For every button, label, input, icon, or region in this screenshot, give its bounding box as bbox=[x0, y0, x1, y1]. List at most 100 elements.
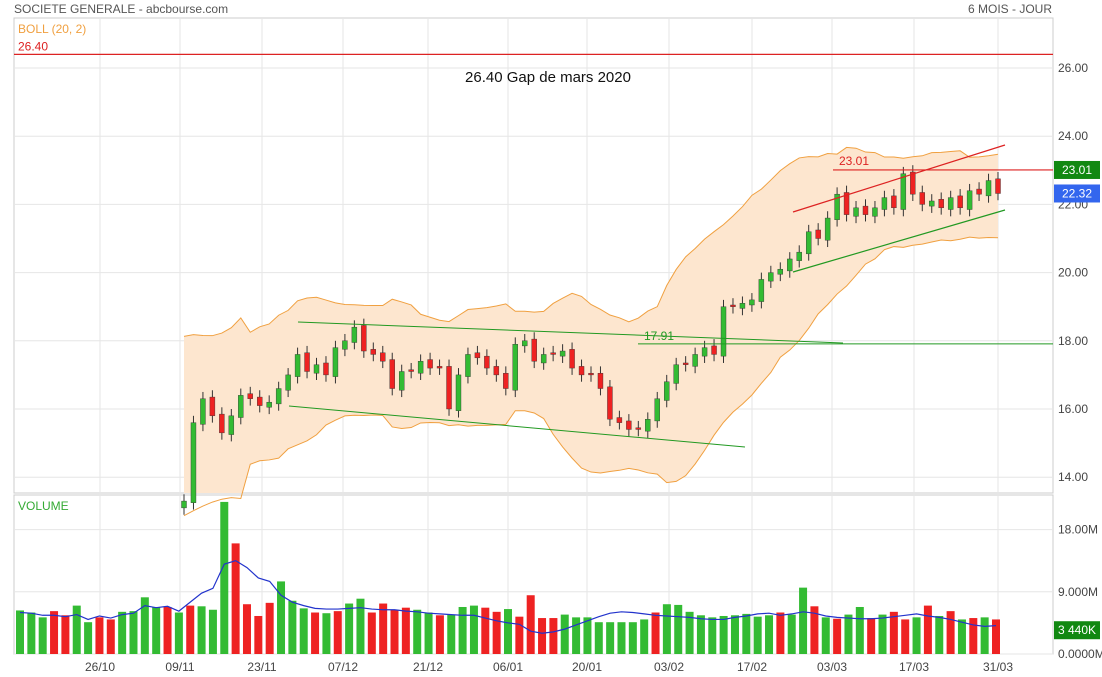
rising-support-line bbox=[792, 209, 1006, 273]
candle-up bbox=[929, 200, 935, 207]
candle-up bbox=[985, 180, 992, 197]
candle-up bbox=[522, 340, 528, 347]
candle-down bbox=[427, 359, 433, 369]
volume-bar-down bbox=[435, 615, 444, 654]
candle-down bbox=[588, 372, 594, 376]
volume-bar-up bbox=[424, 612, 433, 654]
volume-bar-down bbox=[492, 611, 501, 654]
volume-bar-up bbox=[912, 617, 921, 654]
candle-up bbox=[805, 231, 812, 255]
volume-bar-up bbox=[787, 614, 796, 654]
candle-up bbox=[190, 422, 197, 503]
candle-up bbox=[238, 395, 244, 418]
candle-down bbox=[219, 413, 225, 434]
volume-bar-up bbox=[935, 615, 944, 654]
volume-bar-up bbox=[765, 615, 774, 654]
volume-bar-down bbox=[867, 618, 876, 654]
candle-up bbox=[275, 388, 282, 405]
volume-bar-down bbox=[515, 616, 524, 654]
volume-label: VOLUME bbox=[18, 499, 69, 513]
candle-down bbox=[323, 362, 329, 376]
candle-up bbox=[720, 306, 727, 357]
support-label: 17.91 bbox=[644, 329, 674, 343]
volume-bar-down bbox=[390, 609, 399, 654]
volume-bar-down bbox=[889, 611, 898, 654]
candle-up bbox=[645, 419, 651, 432]
candle-up bbox=[853, 207, 859, 217]
volume-bar-down bbox=[651, 612, 660, 654]
candle-up bbox=[342, 340, 348, 350]
last-price-badge bbox=[1054, 184, 1100, 203]
volume-bar-up bbox=[583, 617, 592, 654]
price-tick-label: 20.00 bbox=[1058, 266, 1088, 280]
volume-bar-down bbox=[992, 619, 1000, 654]
volume-bar-down bbox=[333, 611, 342, 654]
candle-up bbox=[417, 361, 424, 374]
candle-down bbox=[209, 396, 216, 417]
volume-bar-up bbox=[799, 587, 808, 654]
resistance-badge bbox=[1054, 160, 1100, 179]
channel-upper-line bbox=[297, 321, 844, 344]
candle-down bbox=[361, 325, 367, 352]
date-tick-label: 20/01 bbox=[572, 660, 602, 674]
volume-bar-down bbox=[969, 618, 978, 654]
date-tick-label: 03/03 bbox=[817, 660, 847, 674]
candle-up bbox=[266, 401, 272, 408]
volume-bar-down bbox=[186, 605, 195, 654]
volume-bar-up bbox=[560, 614, 569, 654]
candle-down bbox=[474, 352, 481, 359]
volume-bar-down bbox=[481, 607, 490, 654]
candle-down bbox=[436, 366, 443, 369]
candle-up bbox=[749, 299, 755, 306]
candle-down bbox=[938, 199, 944, 209]
volume-bar-up bbox=[84, 622, 93, 654]
volume-bar-down bbox=[549, 618, 558, 654]
volume-bar-down bbox=[106, 619, 115, 654]
volume-bar-up bbox=[72, 605, 81, 654]
candle-up bbox=[664, 381, 670, 401]
boll-label: BOLL (20, 2) bbox=[18, 22, 86, 36]
volume-bar-down bbox=[50, 611, 59, 654]
price-tick-label: 26.00 bbox=[1058, 61, 1088, 75]
price-panel-frame bbox=[13, 17, 1054, 494]
volume-bar-down bbox=[95, 617, 104, 654]
volume-bar-up bbox=[345, 603, 354, 654]
candle-up bbox=[465, 354, 471, 377]
candle-down bbox=[891, 195, 897, 209]
volume-bar-up bbox=[844, 614, 853, 654]
volume-bar-up bbox=[118, 611, 127, 654]
date-tick-label: 17/02 bbox=[737, 660, 767, 674]
volume-bar-up bbox=[606, 622, 615, 654]
volume-bar-down bbox=[311, 612, 320, 654]
candle-down bbox=[843, 192, 850, 215]
volume-bar-up bbox=[220, 501, 229, 654]
volume-bar-up bbox=[719, 615, 728, 654]
candle-up bbox=[787, 258, 793, 272]
candle-down bbox=[730, 304, 736, 307]
volume-bar-up bbox=[447, 614, 456, 654]
volume-bar-up bbox=[469, 605, 478, 654]
volume-bar-up bbox=[152, 606, 161, 654]
candle-down bbox=[578, 366, 585, 376]
candle-up bbox=[540, 354, 547, 364]
volume-bar-up bbox=[753, 616, 762, 654]
candle-down bbox=[626, 420, 632, 430]
volume-bar-up bbox=[617, 622, 626, 654]
volume-tick-label: 9.000M bbox=[1058, 585, 1098, 599]
candle-down bbox=[815, 229, 821, 239]
candle-down bbox=[910, 171, 916, 195]
candle-down bbox=[862, 205, 869, 215]
date-tick-label: 17/03 bbox=[899, 660, 929, 674]
candle-down bbox=[919, 192, 925, 205]
volume-bar-down bbox=[923, 605, 932, 654]
candle-up bbox=[796, 251, 802, 261]
volume-bar-up bbox=[458, 606, 467, 654]
volume-bar-up bbox=[356, 598, 365, 654]
volume-bar-up bbox=[413, 609, 422, 654]
candle-up bbox=[654, 398, 660, 422]
candle-down bbox=[370, 349, 377, 355]
candle-up bbox=[947, 197, 954, 210]
date-tick-label: 06/01 bbox=[493, 660, 523, 674]
resistance-label: 23.01 bbox=[839, 154, 869, 168]
channel-lower-line bbox=[288, 405, 746, 448]
